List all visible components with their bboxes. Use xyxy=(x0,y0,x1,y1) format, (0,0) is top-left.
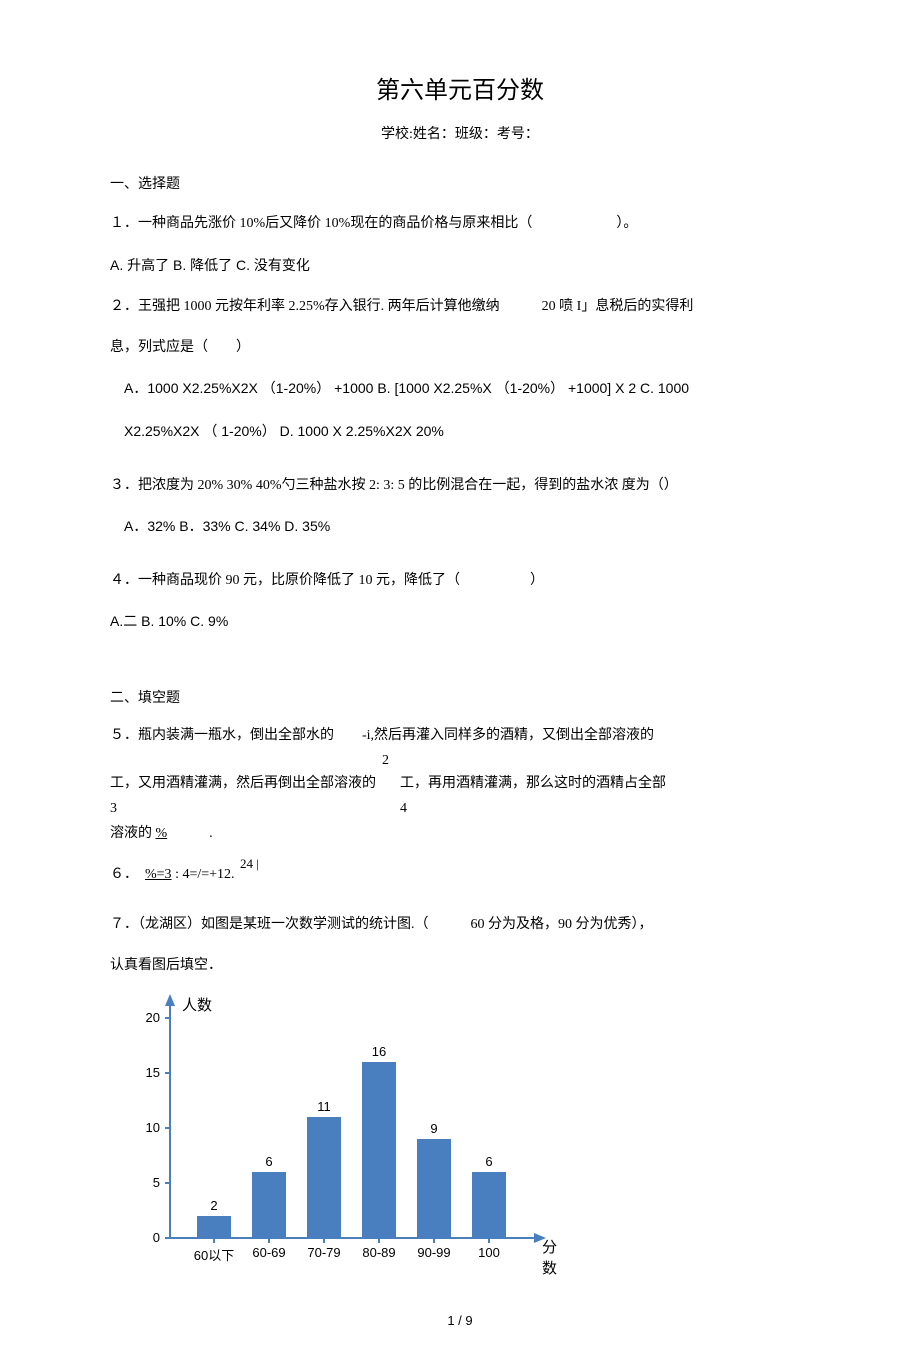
bar-value-label: 6 xyxy=(249,1154,289,1169)
q7-stem-a: ７．（龙湖区）如图是某班一次数学测试的统计图.（ 60 分为及格，90 分为优秀… xyxy=(110,912,810,939)
x-tick-label: 90-99 xyxy=(409,1245,459,1260)
q2-options-1: A．1000 X2.25%X2X （1-20%） +1000 B. [1000 … xyxy=(110,375,810,404)
q4-options: A.二 B. 10% C. 9% xyxy=(110,608,810,637)
x-tick-label: 100 xyxy=(464,1245,514,1260)
x-tick-label: 80-89 xyxy=(354,1245,404,1260)
section-1-heading: 一、选择题 xyxy=(110,173,810,193)
page-title: 第六单元百分数 xyxy=(110,70,810,105)
q2-stem-a: ２．王强把 1000 元按年利率 2.25%存入银行. 两年后计算他缴纳 20 … xyxy=(110,294,810,321)
q2-stem-b: 息，列式应是（ ） xyxy=(110,335,810,362)
q5-line2: 工，又用酒精灌满，然后再倒出全部溶液的 工，再用酒精灌满，那么这时的酒精占全部 … xyxy=(110,773,810,819)
page-subtitle: 学校:姓名：班级：考号： xyxy=(110,123,810,143)
q1-stem: １．一种商品先涨价 10%后又降价 10%现在的商品价格与原来相比（ ）。 xyxy=(110,211,810,238)
bar-value-label: 2 xyxy=(194,1198,234,1213)
y-tick-label: 15 xyxy=(130,1065,160,1080)
q6: ６． %=3 : 4=/=+12. 24 | xyxy=(110,862,810,889)
y-tick-label: 10 xyxy=(130,1120,160,1135)
page-footer: 1 / 9 xyxy=(110,1313,810,1328)
q7-stem-b: 认真看图后填空． xyxy=(110,953,810,980)
y-tick-label: 5 xyxy=(130,1175,160,1190)
section-2-heading: 二、填空题 xyxy=(110,687,810,707)
bar-value-label: 11 xyxy=(304,1099,344,1114)
q1-options: A. 升高了 B. 降低了 C. 没有变化 xyxy=(110,252,810,281)
chart-svg xyxy=(120,993,560,1283)
q5-line1: ５．瓶内装满一瓶水，倒出全部水的 -i,然后再灌入同样多的酒精，又倒出全部溶液的… xyxy=(110,725,810,771)
x-tick-label: 70-79 xyxy=(299,1245,349,1260)
y-tick-label: 20 xyxy=(130,1010,160,1025)
bar-value-label: 9 xyxy=(414,1121,454,1136)
x-tick-label: 60-69 xyxy=(244,1245,294,1260)
score-bar-chart: 0 5 10 15 20 2 60以下 6 60-69 11 70-79 16 80-89 9 90-99 6… xyxy=(120,993,560,1283)
q5-line3: 溶液的 % . xyxy=(110,821,810,848)
q4-stem: ４．一种商品现价 90 元，比原价降低了 10 元，降低了（ ） xyxy=(110,568,810,595)
x-tick-label: 60以下 xyxy=(189,1245,239,1264)
bar-value-label: 6 xyxy=(469,1154,509,1169)
q3-stem: ３．把浓度为 20% 30% 40%勺三种盐水按 2: 3: 5 的比例混合在一… xyxy=(110,473,810,500)
y-axis-title: 人数 xyxy=(182,994,212,1015)
bar-value-label: 16 xyxy=(359,1044,399,1059)
q3-options: A．32% B．33% C. 34% D. 35% xyxy=(110,513,810,542)
q2-options-2: X2.25%X2X （ 1-20%） D. 1000 X 2.25%X2X 20… xyxy=(110,418,810,447)
y-tick-label: 0 xyxy=(130,1230,160,1245)
x-axis-title: 分数 xyxy=(542,1236,560,1278)
